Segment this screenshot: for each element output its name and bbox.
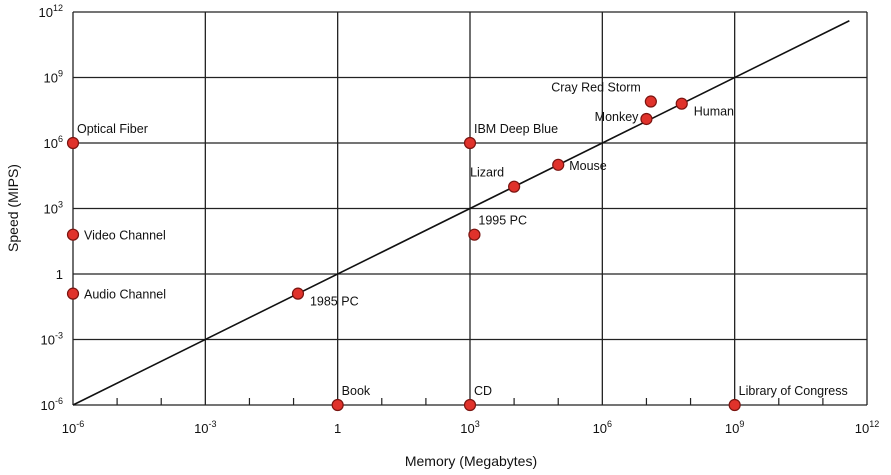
trend-line xyxy=(72,20,850,406)
data-point-label: Cray Red Storm xyxy=(551,81,641,95)
x-tick-labels: 10-6 10-3 1 103 106 109 1012 xyxy=(62,419,879,436)
y-tick-label: 1012 xyxy=(39,3,63,20)
data-point xyxy=(640,112,653,126)
y-tick-label: 106 xyxy=(44,134,63,151)
y-tick-label: 10-6 xyxy=(41,396,63,413)
x-axis-label: Memory (Megabytes) xyxy=(405,453,537,469)
x-tick-label: 10-3 xyxy=(194,419,216,436)
data-point-label: 1995 PC xyxy=(478,214,527,228)
data-point xyxy=(66,228,80,241)
data-point xyxy=(66,287,80,300)
y-tick-label: 10-3 xyxy=(41,331,63,348)
data-point-label: Book xyxy=(342,384,371,398)
data-point-label: Monkey xyxy=(595,110,640,124)
data-point-label: CD xyxy=(474,384,492,398)
x-tick-label: 106 xyxy=(593,419,612,436)
minor-ticks xyxy=(116,398,824,405)
data-point xyxy=(675,97,688,110)
y-axis-label: Speed (MIPS) xyxy=(5,164,21,252)
data-point xyxy=(552,158,565,171)
x-tick-label: 1012 xyxy=(855,419,879,436)
data-point-label: Video Channel xyxy=(84,229,166,243)
data-point-label: Library of Congress xyxy=(739,384,848,398)
data-points: Optical Fiber Video Channel Audio Channel 1… xyxy=(66,81,848,412)
x-tick-label: 109 xyxy=(725,419,744,436)
data-point xyxy=(463,136,477,150)
data-point xyxy=(468,228,481,241)
data-point xyxy=(728,398,741,412)
x-tick-label: 1 xyxy=(334,421,341,436)
data-point-label: Mouse xyxy=(569,159,607,173)
data-point xyxy=(291,287,305,300)
y-tick-label: 109 xyxy=(44,69,63,86)
x-tick-label: 103 xyxy=(460,419,479,436)
data-point xyxy=(644,95,657,108)
data-point-label: IBM Deep Blue xyxy=(474,122,558,136)
data-point-label: Audio Channel xyxy=(84,288,166,302)
data-point-label: Optical Fiber xyxy=(77,122,148,136)
data-point xyxy=(508,180,521,193)
data-point xyxy=(66,136,80,150)
y-tick-label: 1 xyxy=(56,267,63,282)
data-point xyxy=(463,398,477,412)
data-point-label: Human xyxy=(694,105,734,119)
y-tick-labels: 10-6 10-3 1 103 106 109 1012 xyxy=(39,3,63,413)
data-point-label: 1985 PC xyxy=(310,295,359,309)
x-tick-label: 10-6 xyxy=(62,419,84,436)
data-point xyxy=(331,398,344,412)
data-point-label: Lizard xyxy=(470,166,504,180)
y-tick-label: 103 xyxy=(44,200,63,217)
